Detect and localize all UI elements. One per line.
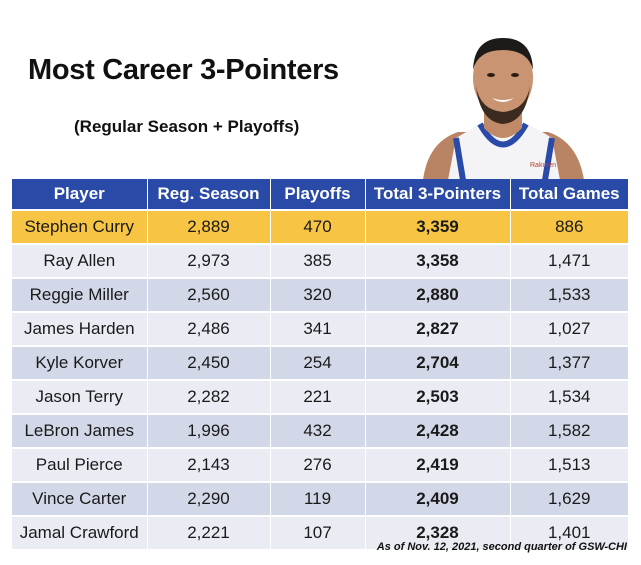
table-row: James Harden 2,486 341 2,827 1,027 — [12, 311, 628, 346]
table-row: Reggie Miller 2,560 320 2,880 1,533 — [12, 277, 628, 312]
header-reg-season: Reg. Season — [147, 179, 271, 210]
player-photo: Rakuten — [423, 38, 584, 180]
cell-total: 3,359 — [365, 209, 511, 244]
cell-reg-season: 2,889 — [147, 209, 271, 244]
cell-player: Jamal Crawford — [12, 515, 148, 549]
table-row-highlighted: Stephen Curry 2,889 470 3,359 886 — [12, 209, 628, 244]
cell-total: 2,328 — [365, 515, 511, 549]
cell-player: Reggie Miller — [12, 277, 148, 312]
table-row: Kyle Korver 2,450 254 2,704 1,377 — [12, 345, 628, 380]
cell-reg-season: 2,143 — [147, 447, 271, 482]
cell-player: Kyle Korver — [12, 345, 148, 380]
cell-games: 1,534 — [510, 379, 628, 414]
cell-games: 1,377 — [510, 345, 628, 380]
cell-reg-season: 2,486 — [147, 311, 271, 346]
table-row: Paul Pierce 2,143 276 2,419 1,513 — [12, 447, 628, 482]
cell-player: James Harden — [12, 311, 148, 346]
header-playoffs: Playoffs — [270, 179, 366, 210]
table-row: LeBron James 1,996 432 2,428 1,582 — [12, 413, 628, 448]
page-title: Most Career 3-Pointers — [28, 54, 339, 86]
table-row: Jason Terry 2,282 221 2,503 1,534 — [12, 379, 628, 414]
table-row: Vince Carter 2,290 119 2,409 1,629 — [12, 481, 628, 516]
cell-reg-season: 2,973 — [147, 243, 271, 278]
cell-playoffs: 276 — [270, 447, 366, 482]
cell-games: 1,629 — [510, 481, 628, 516]
cell-games: 1,027 — [510, 311, 628, 346]
cell-total: 3,358 — [365, 243, 511, 278]
footnote: As of Nov. 12, 2021, second quarter of G… — [376, 541, 627, 553]
header-player: Player — [12, 179, 148, 210]
cell-games: 1,471 — [510, 243, 628, 278]
cell-total: 2,409 — [365, 481, 511, 516]
cell-total: 2,428 — [365, 413, 511, 448]
cell-reg-season: 2,290 — [147, 481, 271, 516]
cell-playoffs: 119 — [270, 481, 366, 516]
cell-player: Vince Carter — [12, 481, 148, 516]
cell-games: 1,533 — [510, 277, 628, 312]
cell-reg-season: 1,996 — [147, 413, 271, 448]
cell-player: Paul Pierce — [12, 447, 148, 482]
cell-player: Jason Terry — [12, 379, 148, 414]
cell-playoffs: 221 — [270, 379, 366, 414]
cell-games: 1,513 — [510, 447, 628, 482]
cell-total: 2,704 — [365, 345, 511, 380]
cell-playoffs: 385 — [270, 243, 366, 278]
header-total-3-pointers: Total 3-Pointers — [365, 179, 511, 210]
cell-games: 1,401 — [510, 515, 628, 549]
cell-player: LeBron James — [12, 413, 148, 448]
cell-reg-season: 2,560 — [147, 277, 271, 312]
cell-playoffs: 320 — [270, 277, 366, 312]
table-row: Ray Allen 2,973 385 3,358 1,471 — [12, 243, 628, 278]
cell-playoffs: 341 — [270, 311, 366, 346]
header-total-games: Total Games — [510, 179, 628, 210]
cell-playoffs: 107 — [270, 515, 366, 549]
cell-reg-season: 2,282 — [147, 379, 271, 414]
cell-reg-season: 2,221 — [147, 515, 271, 549]
table-row: Jamal Crawford 2,221 107 2,328 1,401 — [12, 515, 628, 549]
cell-games: 886 — [510, 209, 628, 244]
page-subtitle: (Regular Season + Playoffs) — [74, 117, 300, 136]
cell-games: 1,582 — [510, 413, 628, 448]
cell-total: 2,827 — [365, 311, 511, 346]
sponsor-logo: Rakuten — [530, 162, 556, 169]
three-pointers-table: Player Reg. Season Playoffs Total 3-Poin… — [12, 179, 628, 549]
cell-total: 2,419 — [365, 447, 511, 482]
cell-playoffs: 432 — [270, 413, 366, 448]
cell-reg-season: 2,450 — [147, 345, 271, 380]
cell-player: Ray Allen — [12, 243, 148, 278]
cell-total: 2,880 — [365, 277, 511, 312]
cell-playoffs: 254 — [270, 345, 366, 380]
cell-playoffs: 470 — [270, 209, 366, 244]
table-header-row: Player Reg. Season Playoffs Total 3-Poin… — [12, 179, 628, 210]
cell-total: 2,503 — [365, 379, 511, 414]
cell-player: Stephen Curry — [12, 209, 148, 244]
